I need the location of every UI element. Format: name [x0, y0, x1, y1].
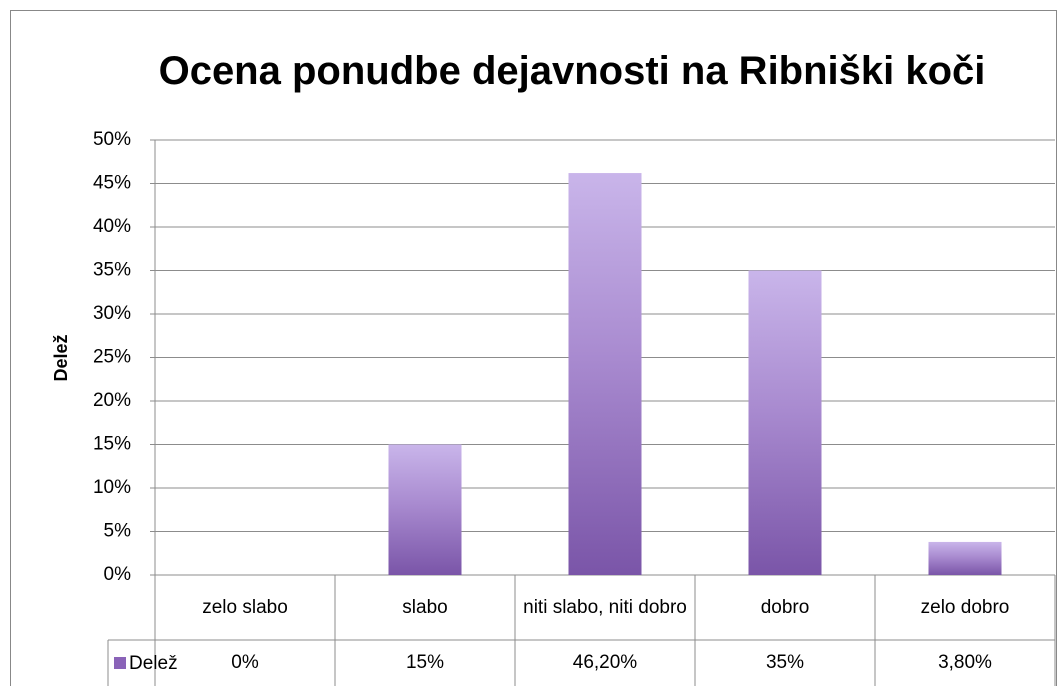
y-tick-label: 30%	[93, 303, 131, 324]
y-tick-label: 40%	[93, 216, 131, 237]
y-tick-label: 20%	[93, 390, 131, 411]
bar	[928, 541, 1002, 575]
y-tick-label: 50%	[93, 129, 131, 150]
y-tick-label: 25%	[93, 347, 131, 368]
chart-frame	[10, 10, 1057, 686]
legend-swatch	[114, 657, 126, 669]
value-cell: 0%	[231, 652, 259, 673]
bar	[388, 444, 462, 575]
value-cell: 46,20%	[572, 652, 638, 673]
category-cell: niti slabo, niti dobro	[523, 596, 687, 618]
category-cell: dobro	[760, 596, 810, 618]
y-tick-label: 35%	[93, 260, 131, 281]
bar	[748, 270, 822, 575]
value-cell: 35%	[765, 652, 805, 673]
y-axis-label: Delež	[51, 334, 71, 381]
y-tick-label: 45%	[93, 173, 131, 194]
y-tick-label: 10%	[93, 477, 131, 498]
value-cell: 15%	[405, 652, 445, 673]
chart-title: Ocena ponudbe dejavnosti na Ribniški koč…	[158, 49, 986, 93]
y-tick-label: 15%	[93, 434, 131, 455]
y-tick-label: 5%	[104, 521, 132, 542]
legend-label: Delež	[129, 653, 178, 674]
value-cell: 3,80%	[938, 652, 992, 673]
category-cell: zelo slabo	[202, 596, 288, 618]
bar	[568, 173, 642, 575]
category-cell: slabo	[402, 596, 448, 618]
category-cell: zelo dobro	[920, 596, 1010, 618]
y-tick-label: 0%	[104, 564, 132, 585]
